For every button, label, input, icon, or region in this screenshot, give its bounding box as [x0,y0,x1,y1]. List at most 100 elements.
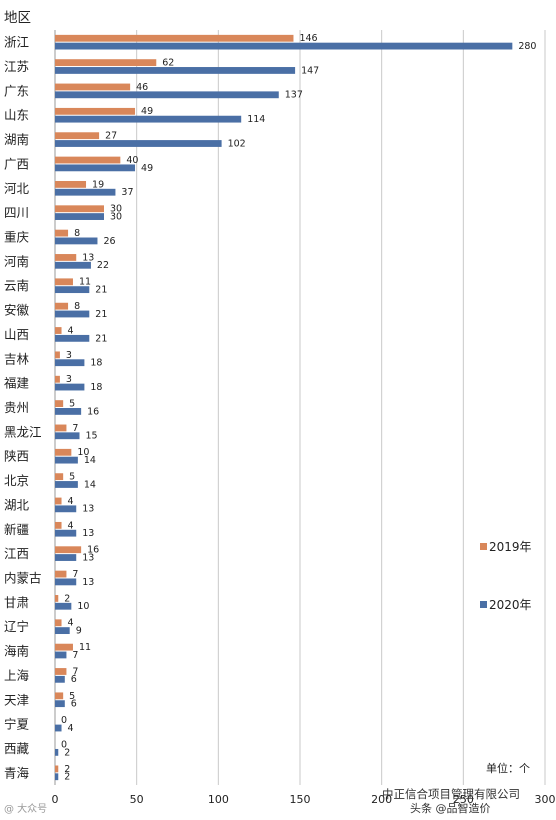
region-label: 云南 [4,278,29,293]
value-label-2020: 13 [82,577,94,588]
value-label-2019: 40 [126,155,138,166]
value-label-2019: 2 [64,764,70,775]
legend: 2019年 2020年 [480,540,532,612]
bar-2020 [55,237,98,245]
bar-2019 [55,473,64,481]
value-label-2019: 7 [72,423,78,434]
x-tick-label: 200 [371,793,392,806]
region-labels: 浙江江苏广东山东湖南广西河北四川重庆河南云南安徽山西吉林福建贵州黑龙江陕西北京湖… [4,35,42,781]
bar-2019 [55,692,64,700]
watermark-source: 头条 @品智造价 [410,801,491,815]
bar-2020 [55,359,85,367]
region-label: 山西 [4,327,29,342]
value-label-2020: 18 [90,382,102,393]
region-label: 吉林 [4,351,30,366]
value-label-2019: 8 [74,228,80,239]
region-label: 河北 [4,181,30,196]
value-label-2019: 7 [72,666,78,677]
bar-2020 [55,724,62,732]
bar-2019 [55,765,59,773]
x-tick-label: 300 [535,793,556,806]
value-label-2019: 0 [61,739,67,750]
region-label: 宁夏 [4,717,30,732]
bar-2019 [55,34,294,42]
legend-2020-swatch [480,601,487,608]
bar-2019 [55,327,62,334]
value-label-2020: 2 [64,772,70,783]
value-label-2020: 18 [90,358,102,369]
region-label: 湖北 [4,497,30,512]
bar-2020 [55,383,85,391]
value-label-2020: 9 [76,626,82,637]
bar-2019 [55,570,67,578]
x-tick-label: 0 [52,793,59,806]
bar-2019 [55,229,69,237]
value-label-2020: 6 [71,674,77,685]
bar-2020 [55,334,90,342]
value-label-2020: 21 [95,309,107,320]
bar-2020 [55,140,222,147]
vertical-gridlines [54,30,546,785]
value-label-2019: 146 [299,33,317,44]
bar-2020 [55,261,91,269]
value-label-2020: 22 [97,260,109,271]
value-label-2020: 26 [103,236,115,247]
region-label: 北京 [4,473,29,488]
bar-2019 [55,351,60,359]
unit-label: 单位：个 [486,761,530,775]
region-label: 内蒙古 [4,570,42,585]
region-label: 江西 [4,546,29,561]
value-label-2020: 30 [110,211,122,222]
region-label: 河南 [4,254,29,269]
region-label: 广东 [4,83,29,98]
bar-2020 [55,578,77,586]
region-label: 西藏 [4,741,30,756]
value-label-2020: 16 [87,406,99,417]
bar-2019 [55,302,69,310]
bar-2020 [55,188,116,196]
value-label-2020: 13 [82,504,94,515]
bar-2019 [55,59,157,67]
bar-2020 [55,675,65,683]
value-label-2019: 19 [92,179,104,190]
x-axis-ticks: 0 50 100 150 200 250 300 [52,793,556,806]
bar-2019 [55,83,131,91]
bar-2019 [55,448,72,456]
value-label-2020: 137 [285,90,303,101]
value-label-2020: 49 [141,163,153,174]
bar-2020 [55,748,59,756]
region-label: 黑龙江 [4,424,42,439]
bar-2019 [55,278,73,286]
value-label-2019: 8 [74,301,80,312]
bar-2020 [55,651,67,659]
value-label-2019: 16 [87,545,99,556]
value-label-2019: 46 [136,82,148,93]
region-label: 陕西 [4,449,29,464]
bar-2020 [55,91,279,99]
bar-2019 [55,400,64,407]
value-label-2020: 14 [84,479,96,490]
value-label-2019: 4 [68,325,74,336]
bar-2020 [55,602,72,610]
value-label-2019: 4 [68,618,74,629]
bar-2019 [55,375,60,383]
bar-2019 [55,668,67,675]
value-label-2020: 2 [64,747,70,758]
value-label-2020: 114 [247,114,265,125]
value-label-2020: 147 [301,65,319,76]
legend-2019-swatch [480,543,487,550]
region-label: 天津 [4,692,29,707]
bar-2020 [55,505,77,513]
region-label: 甘肃 [4,595,29,610]
bar-2019 [55,156,121,164]
bar-2020 [55,310,90,318]
bar-2019 [55,254,77,261]
bar-2019 [55,424,67,432]
region-label: 安徽 [4,303,30,318]
region-label: 新疆 [4,522,29,537]
region-label: 四川 [4,205,29,220]
value-label-2020: 102 [228,138,246,149]
region-label: 海南 [4,644,29,659]
value-label-2020: 37 [121,187,133,198]
value-label-2019: 0 [61,715,67,726]
